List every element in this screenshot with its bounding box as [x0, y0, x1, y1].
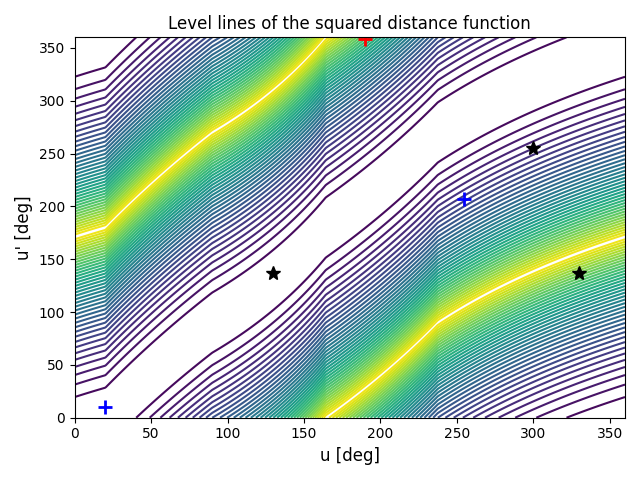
X-axis label: u [deg]: u [deg] [320, 447, 380, 465]
Title: Level lines of the squared distance function: Level lines of the squared distance func… [168, 15, 531, 33]
Y-axis label: u' [deg]: u' [deg] [15, 195, 33, 260]
